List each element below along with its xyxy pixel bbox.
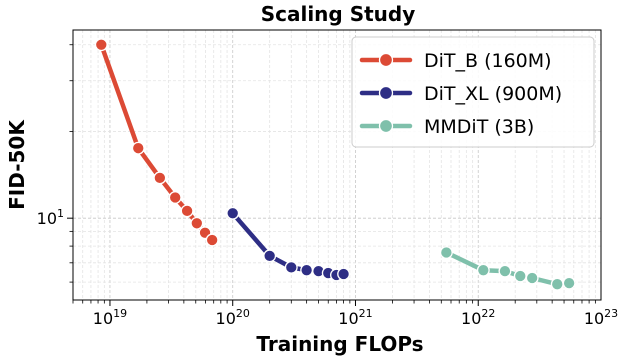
y-axis-label: FID-50K (5, 119, 29, 210)
x-axis-label: Training FLOPs (256, 332, 423, 356)
tick-layer: 1019 1020 1021 1022 1023 101 (37, 44, 618, 328)
data-point (476, 263, 490, 277)
data-point (190, 216, 204, 230)
series-2 (439, 246, 576, 291)
data-point (226, 206, 240, 220)
data-point (337, 267, 351, 281)
y-tick-label: 101 (37, 207, 64, 228)
data-point (300, 263, 314, 277)
data-point (498, 264, 512, 278)
data-point (205, 233, 219, 247)
legend-label: DiT_XL (900M) (424, 83, 562, 105)
data-point (180, 204, 194, 218)
data-point (284, 260, 298, 274)
legend: DiT_B (160M) DiT_XL (900M) MMDiT (3B) (351, 36, 595, 148)
x-tick-label: 1022 (461, 307, 495, 328)
legend-label: DiT_B (160M) (424, 50, 552, 72)
legend-swatch-marker (378, 52, 394, 68)
data-point (131, 141, 145, 155)
series-0 (94, 38, 219, 247)
legend-swatch-marker (378, 118, 394, 134)
x-tick-label: 1020 (216, 307, 250, 328)
series-1 (226, 206, 351, 282)
legend-box (351, 36, 595, 148)
data-point (550, 277, 564, 291)
series-layer (94, 38, 576, 291)
data-point (263, 249, 277, 263)
data-point (439, 246, 453, 259)
data-point (168, 191, 182, 204)
legend-label: MMDiT (3B) (424, 116, 534, 138)
data-point (153, 171, 167, 185)
x-tick-label: 1021 (338, 307, 372, 328)
plot-frame (72, 29, 602, 301)
legend-swatch-marker (378, 85, 394, 101)
data-point (94, 38, 108, 52)
x-tick-label: 1019 (93, 307, 127, 328)
data-point (525, 271, 539, 285)
x-tick-label: 1023 (584, 307, 618, 328)
data-point (513, 269, 527, 283)
data-point (562, 276, 576, 290)
chart-title: Scaling Study (261, 2, 416, 26)
